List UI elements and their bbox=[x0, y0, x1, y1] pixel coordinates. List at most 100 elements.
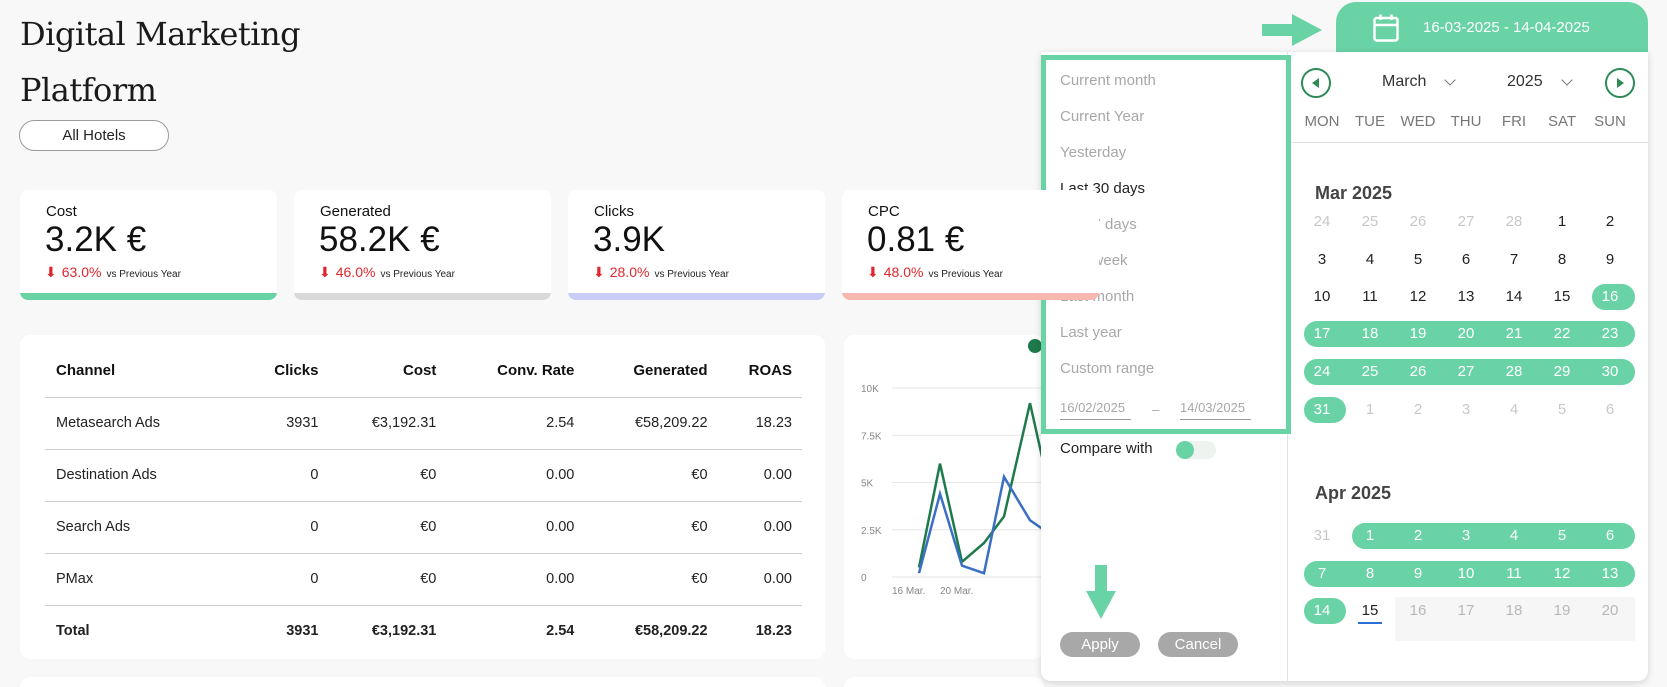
cancel-button[interactable]: Cancel bbox=[1158, 632, 1238, 657]
calendar-day[interactable]: 3 bbox=[1317, 251, 1327, 268]
calendar-day[interactable]: 24 bbox=[1313, 363, 1331, 380]
prev-month-button[interactable] bbox=[1301, 68, 1331, 98]
calendar-day[interactable]: 29 bbox=[1553, 363, 1571, 380]
custom-start-input[interactable]: 16/02/2025 bbox=[1060, 400, 1131, 420]
calendar-day[interactable]: 4 bbox=[1509, 401, 1519, 418]
preset-last-year[interactable]: Last year bbox=[1060, 324, 1122, 341]
calendar-day[interactable]: 30 bbox=[1601, 363, 1619, 380]
calendar-day[interactable]: 31 bbox=[1313, 527, 1331, 544]
table-cell: Metasearch Ads bbox=[45, 397, 243, 450]
calendar-day[interactable]: 15 bbox=[1553, 288, 1571, 305]
calendar-day[interactable]: 5 bbox=[1413, 251, 1423, 268]
table-cell: €58,209.22 bbox=[584, 397, 718, 450]
calendar-day[interactable]: 19 bbox=[1553, 602, 1571, 619]
calendar-day-today[interactable]: 15 bbox=[1361, 602, 1379, 619]
apply-button[interactable]: Apply bbox=[1060, 632, 1140, 657]
table-cell: 0.00 bbox=[717, 501, 802, 554]
calendar-day[interactable]: 6 bbox=[1605, 527, 1615, 544]
calendar-day[interactable]: 5 bbox=[1557, 401, 1567, 418]
calendar-day[interactable]: 8 bbox=[1557, 251, 1567, 268]
calendar-day[interactable]: 2 bbox=[1605, 213, 1615, 230]
calendar-day[interactable]: 18 bbox=[1505, 602, 1523, 619]
preset-yesterday[interactable]: Yesterday bbox=[1060, 144, 1127, 161]
table-cell: 0 bbox=[242, 449, 329, 502]
y-tick-label: 2.5K bbox=[861, 526, 882, 537]
calendar-day[interactable]: 17 bbox=[1457, 602, 1475, 619]
calendar-day[interactable]: 25 bbox=[1361, 363, 1379, 380]
calendar-day[interactable]: 11 bbox=[1506, 565, 1522, 582]
calendar-day[interactable]: 22 bbox=[1553, 325, 1571, 342]
calendar-day[interactable]: 9 bbox=[1413, 565, 1423, 582]
calendar-day[interactable]: 2 bbox=[1413, 527, 1423, 544]
weekday-mon: MON bbox=[1304, 113, 1340, 130]
calendar-day[interactable]: 18 bbox=[1361, 325, 1379, 342]
year-select-value: 2025 bbox=[1507, 73, 1543, 90]
preset-current-month[interactable]: Current month bbox=[1060, 72, 1156, 89]
calendar-day[interactable]: 11 bbox=[1362, 288, 1378, 305]
calendar-day[interactable]: 27 bbox=[1457, 213, 1475, 230]
calendar-day[interactable]: 12 bbox=[1553, 565, 1571, 582]
calendar-day[interactable]: 25 bbox=[1361, 213, 1379, 230]
calendar-day[interactable]: 19 bbox=[1409, 325, 1427, 342]
calendar-day[interactable]: 31 bbox=[1313, 401, 1331, 418]
month-select[interactable]: March bbox=[1382, 73, 1457, 91]
calendar-day[interactable]: 13 bbox=[1457, 288, 1475, 305]
table-total-row: Total 3931 €3,192.31 2.54 €58,209.22 18.23 bbox=[45, 605, 802, 657]
calendar-day[interactable]: 17 bbox=[1313, 325, 1331, 342]
toggle-knob bbox=[1176, 441, 1194, 459]
calendar-day[interactable]: 28 bbox=[1505, 213, 1523, 230]
calendar-day[interactable]: 13 bbox=[1601, 565, 1619, 582]
compare-toggle[interactable] bbox=[1176, 441, 1216, 459]
calendar-day[interactable]: 16 bbox=[1409, 602, 1427, 619]
calendar-day[interactable]: 10 bbox=[1313, 288, 1331, 305]
calendar-day[interactable]: 1 bbox=[1557, 213, 1567, 230]
arrow-down-icon: ⬇ bbox=[593, 264, 605, 280]
calendar-day[interactable]: 21 bbox=[1505, 325, 1523, 342]
table-cell: 0 bbox=[242, 553, 329, 606]
preset-current-year[interactable]: Current Year bbox=[1060, 108, 1145, 125]
calendar-day[interactable]: 24 bbox=[1313, 213, 1331, 230]
bottom-card-right bbox=[844, 677, 1044, 687]
month-title-apr: Apr 2025 bbox=[1315, 483, 1392, 503]
total-cell: 18.23 bbox=[755, 623, 792, 640]
calendar-day[interactable]: 16 bbox=[1601, 288, 1619, 305]
calendar-day[interactable]: 1 bbox=[1365, 527, 1375, 544]
custom-end-input[interactable]: 14/03/2025 bbox=[1180, 400, 1251, 420]
total-cell: 2.54 bbox=[546, 623, 575, 640]
calendar-day[interactable]: 9 bbox=[1605, 251, 1615, 268]
calendar-day[interactable]: 26 bbox=[1409, 363, 1427, 380]
calendar-day[interactable]: 27 bbox=[1457, 363, 1475, 380]
calendar-day[interactable]: 26 bbox=[1409, 213, 1427, 230]
kpi-card-generated: Generated 58.2K € ⬇ 46.0% vs Previous Year bbox=[294, 190, 551, 300]
year-select[interactable]: 2025 bbox=[1507, 73, 1573, 91]
calendar-day[interactable]: 20 bbox=[1457, 325, 1475, 342]
table-cell: €0 bbox=[328, 449, 447, 502]
table-cell: €0 bbox=[584, 449, 718, 502]
calendar-day[interactable]: 20 bbox=[1601, 602, 1619, 619]
calendar-day[interactable]: 14 bbox=[1313, 602, 1331, 619]
calendar-day[interactable]: 14 bbox=[1505, 288, 1523, 305]
trend-chart: 10K 7.5K 5K 2.5K 0 16 Mar. 20 Mar. bbox=[861, 339, 1044, 597]
calendar-day[interactable]: 3 bbox=[1461, 527, 1471, 544]
calendar-day[interactable]: 23 bbox=[1601, 325, 1619, 342]
calendar-day[interactable]: 6 bbox=[1461, 251, 1471, 268]
calendar-day[interactable]: 3 bbox=[1461, 401, 1471, 418]
next-month-button[interactable] bbox=[1605, 68, 1635, 98]
calendar-day[interactable]: 12 bbox=[1409, 288, 1427, 305]
date-range-button[interactable]: 16-03-2025 - 14-04-2025 bbox=[1336, 2, 1648, 54]
kpi-value: 3.9K bbox=[593, 220, 665, 259]
calendar-day[interactable]: 10 bbox=[1457, 565, 1475, 582]
calendar-day[interactable]: 7 bbox=[1509, 251, 1519, 268]
calendar-day[interactable]: 8 bbox=[1365, 565, 1375, 582]
hotel-filter-button[interactable]: All Hotels bbox=[19, 120, 169, 151]
calendar-day[interactable]: 5 bbox=[1557, 527, 1567, 544]
calendar-day[interactable]: 6 bbox=[1605, 401, 1615, 418]
preset-custom-range[interactable]: Custom range bbox=[1060, 360, 1155, 377]
calendar-day[interactable]: 4 bbox=[1365, 251, 1375, 268]
calendar-day[interactable]: 28 bbox=[1505, 363, 1523, 380]
table-cell: 18.23 bbox=[717, 397, 802, 450]
calendar-day[interactable]: 4 bbox=[1509, 527, 1519, 544]
calendar-day[interactable]: 7 bbox=[1317, 565, 1327, 582]
calendar-day[interactable]: 1 bbox=[1365, 401, 1375, 418]
calendar-day[interactable]: 2 bbox=[1413, 401, 1423, 418]
